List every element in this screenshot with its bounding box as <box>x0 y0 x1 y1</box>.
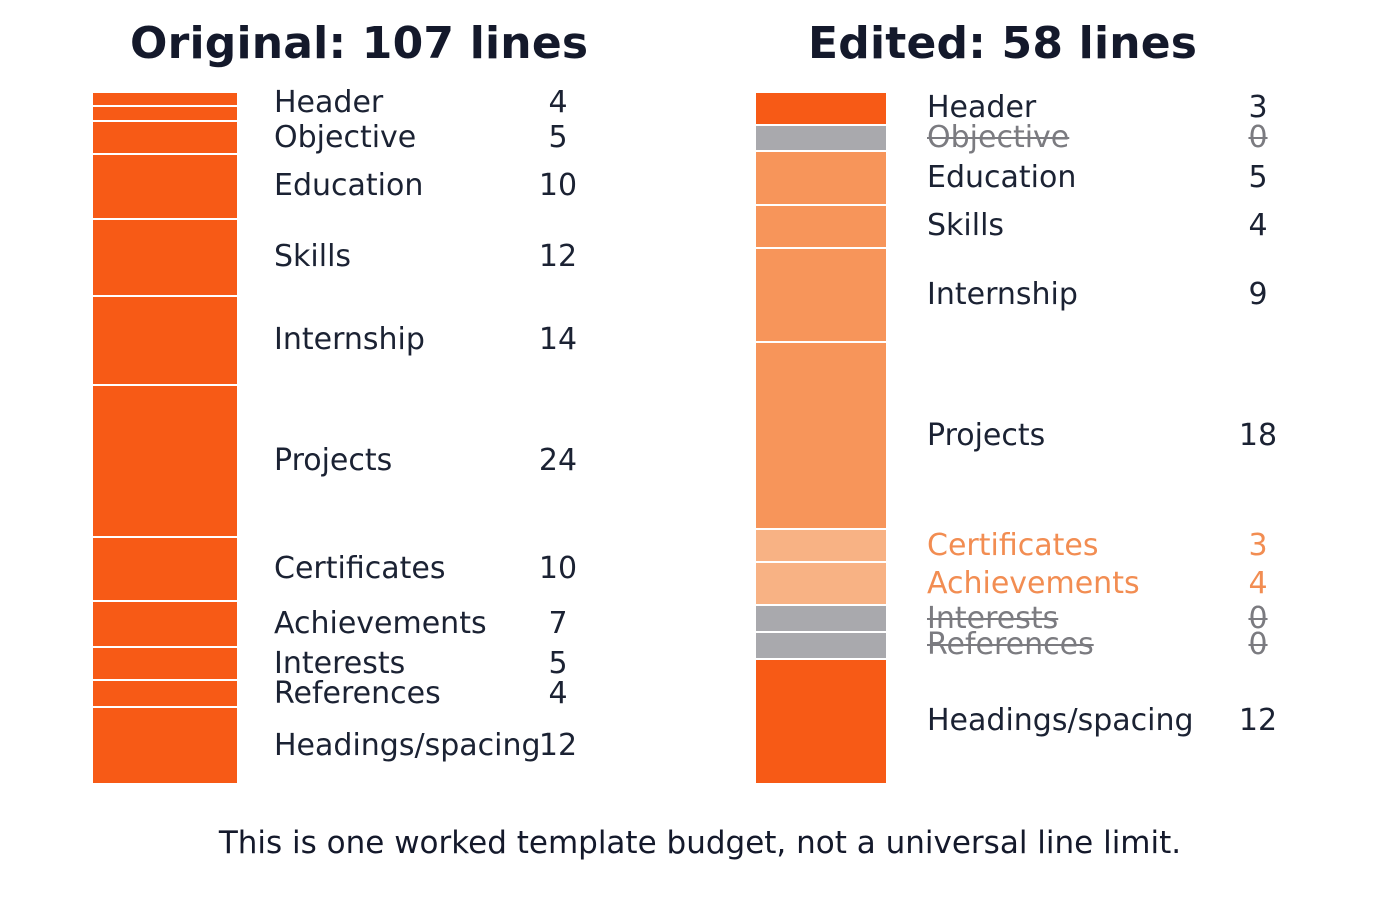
bar-segment-objective <box>93 121 237 154</box>
original-value-headings-spacing: 12 <box>538 727 578 763</box>
original-value-certificates: 10 <box>538 550 578 586</box>
edited-label-projects: Projects <box>927 417 1046 453</box>
bar-segment-achievements <box>756 563 886 605</box>
original-value-objective: 5 <box>548 119 568 155</box>
bar-segment-headings-spacing <box>756 659 886 783</box>
edited-value-projects: 18 <box>1238 417 1278 453</box>
bar-segment-interests <box>756 606 886 632</box>
original-chart-title: Original: 107 lines <box>130 18 589 69</box>
original-label-education: Education <box>274 168 424 204</box>
edited-chart-title: Edited: 58 lines <box>808 18 1198 69</box>
edited-value-headings-spacing: 12 <box>1238 703 1278 739</box>
edited-label-internship: Internship <box>927 277 1078 313</box>
bar-segment-achievements <box>93 602 237 646</box>
original-label-achievements: Achievements <box>274 606 487 642</box>
bar-segment-internship <box>93 296 237 384</box>
edited-label-headings-spacing: Headings/spacing <box>927 703 1194 739</box>
bar-segment-education <box>93 155 237 218</box>
bar-segment-objective <box>756 125 886 151</box>
edited-label-education: Education <box>927 160 1077 196</box>
bar-segment-education <box>756 152 886 204</box>
edited-value-certificates: 3 <box>1248 527 1268 563</box>
original-value-references: 4 <box>548 675 568 711</box>
bar-segment-references <box>93 681 237 707</box>
edited-label-certificates: Certificates <box>927 527 1099 563</box>
edited-label-header: Header <box>927 90 1037 126</box>
original-label-certificates: Certificates <box>274 550 446 586</box>
original-value-education: 10 <box>538 168 578 204</box>
bar-segment-skills <box>756 205 886 247</box>
bar-segment-internship <box>756 248 886 342</box>
original-label-projects: Projects <box>274 442 393 478</box>
bar-segment-projects <box>756 343 886 529</box>
edited-label-objective: Objective <box>927 120 1070 156</box>
original-value-projects: 24 <box>538 442 578 478</box>
bar-segment-skills <box>93 219 237 295</box>
bar-segment-interests <box>93 647 237 680</box>
bar-segment-headings-spacing <box>93 708 237 783</box>
original-label-internship: Internship <box>274 322 425 358</box>
footnote: This is one worked template budget, not … <box>218 825 1182 861</box>
bar-segment-certificates <box>756 530 886 562</box>
bar-segment-header <box>756 93 886 124</box>
original-value-achievements: 7 <box>548 606 568 642</box>
edited-value-skills: 4 <box>1248 208 1268 244</box>
original-label-headings-spacing: Headings/spacing <box>274 727 541 763</box>
edited-label-interests: Interests <box>927 600 1059 636</box>
original-label-objective: Objective <box>274 119 417 155</box>
edited-value-references: 0 <box>1248 627 1268 663</box>
original-value-internship: 14 <box>538 322 578 358</box>
original-value-skills: 12 <box>538 239 578 275</box>
bar-segment-projects <box>93 385 237 536</box>
edited-label-achievements: Achievements <box>927 565 1140 601</box>
edited-value-achievements: 4 <box>1248 565 1268 601</box>
edited-value-header: 3 <box>1248 90 1268 126</box>
original-label-references: References <box>274 675 441 711</box>
edited-label-references: References <box>927 627 1094 663</box>
edited-value-objective: 0 <box>1248 120 1268 156</box>
bar-segment-certificates <box>93 537 237 601</box>
edited-value-education: 5 <box>1248 160 1268 196</box>
original-value-interests: 5 <box>548 645 568 681</box>
original-label-header: Header <box>274 85 384 121</box>
original-stacked-bar <box>93 93 237 783</box>
original-value-header: 4 <box>548 85 568 121</box>
bar-segment-header-1 <box>93 93 237 106</box>
original-label-interests: Interests <box>274 645 406 681</box>
edited-stacked-bar <box>756 93 886 783</box>
edited-label-skills: Skills <box>927 208 1005 244</box>
original-label-skills: Skills <box>274 239 352 275</box>
edited-value-internship: 9 <box>1248 277 1268 313</box>
bar-segment-header-2 <box>93 107 237 120</box>
edited-value-interests: 0 <box>1248 600 1268 636</box>
bar-segment-references <box>756 633 886 658</box>
